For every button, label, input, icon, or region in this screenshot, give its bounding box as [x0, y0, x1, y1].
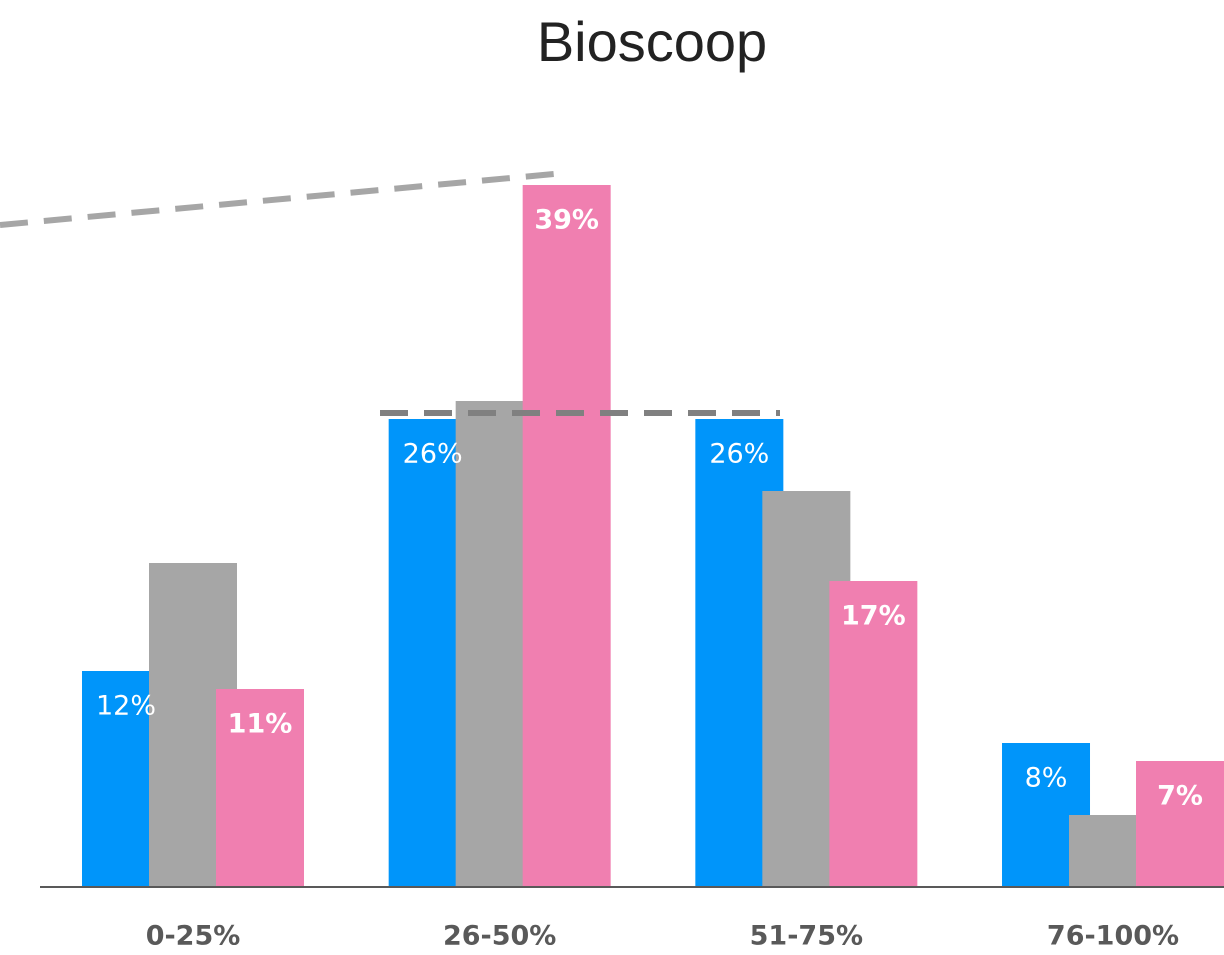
- data-label: 11%: [228, 709, 293, 740]
- x-tick-label: 26-50%: [443, 921, 556, 952]
- bar: [522, 185, 611, 887]
- x-tick-label: 76-100%: [1047, 921, 1179, 952]
- data-label: 17%: [841, 601, 906, 632]
- data-label: 39%: [534, 205, 599, 236]
- bar: [1136, 761, 1224, 887]
- trend-line: [0, 170, 566, 228]
- x-tick-label: 0-25%: [146, 921, 241, 952]
- chart-title: Bioscoop: [537, 10, 767, 73]
- bar: [829, 581, 918, 887]
- data-label: 26%: [403, 439, 463, 470]
- bar: [216, 689, 304, 887]
- x-tick-label: 51-75%: [750, 921, 863, 952]
- data-label: 7%: [1157, 781, 1203, 812]
- bars: [82, 185, 1224, 887]
- data-label: 26%: [709, 439, 769, 470]
- data-label: 8%: [1025, 763, 1068, 794]
- data-label: 12%: [96, 691, 156, 722]
